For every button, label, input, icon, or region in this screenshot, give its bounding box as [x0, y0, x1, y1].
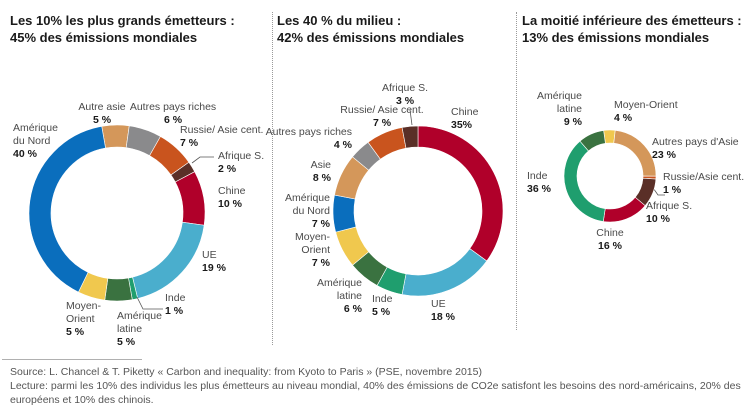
slice-value-ue: 18 % [431, 311, 456, 323]
slice-value-chine: 10 % [218, 198, 243, 210]
slice-label-ue: UE [431, 298, 446, 310]
panel-title-bottom50-line1: La moitié inférieure des émetteurs : [522, 13, 742, 28]
slice-label-afrique-s: Afrique S. [646, 200, 692, 212]
slice-value-moyen-orient: 4 % [614, 112, 633, 124]
footer-notes: Source: L. Chancel & T. Piketty « Carbon… [10, 365, 754, 407]
donut-slice-autres-pays-d-asie [613, 129, 657, 177]
donut-slice-inde [563, 140, 606, 222]
slice-label-afrique-s: Afrique S. [382, 82, 428, 94]
panel-title-top10: Les 10% les plus grands émetteurs : 45% … [10, 12, 235, 46]
donut-slice-amerique-latine [579, 130, 606, 152]
slice-value-autres-pays-riches: 6 % [164, 114, 183, 126]
slice-label-asie: Asie [311, 159, 332, 171]
slice-label-autres-pays-riches: Autres pays riches [266, 126, 352, 138]
donut-slice-chine [602, 196, 646, 223]
donut-slice-autre-asie [101, 124, 130, 149]
slice-value-russie-asie-cent: 7 % [180, 137, 199, 149]
slice-value-afrique-s: 2 % [218, 163, 237, 175]
slice-label-amerique-du-nord: Amérique [285, 192, 330, 204]
slice-label-moyen-orient: Moyen-Orient [614, 99, 678, 111]
slice-value-afrique-s: 3 % [396, 95, 415, 107]
donut-slice-ue [401, 248, 488, 297]
slice-label-inde: Inde [372, 293, 393, 305]
slice-label-chine: Chine [596, 227, 624, 239]
panel-title-bottom50-line2: 13% des émissions mondiales [522, 30, 710, 45]
slice-label-amerique-latine: Amérique [537, 90, 582, 102]
slice-label-amerique-du-nord: du Nord [293, 205, 331, 217]
slice-label-moyen-orient: Moyen- [295, 231, 331, 243]
slice-label-amerique-latine: latine [557, 103, 582, 115]
donut-slice-amerique-du-nord [332, 194, 357, 233]
slice-value-ue: 19 % [202, 262, 227, 274]
slice-value-amerique-latine: 5 % [117, 336, 136, 348]
slice-value-russie-asie-cent: 1 % [663, 184, 682, 196]
donut-slice-amerique-du-nord [28, 125, 106, 293]
slice-value-chine: 16 % [598, 240, 623, 252]
slice-label-autres-pays-d-asie: Autres pays d'Asie [652, 136, 739, 148]
slice-label-russie-asie-cent: Russie/ Asie cent. [180, 124, 263, 136]
slice-value-moyen-orient: 7 % [312, 257, 331, 269]
slice-label-moyen-orient: Moyen- [66, 300, 102, 312]
donut-slice-ue [132, 221, 205, 299]
slice-label-russie-asie-cent: Russie/Asie cent. [663, 171, 744, 183]
slice-value-autre-asie: 5 % [93, 114, 112, 126]
slice-label-moyen-orient: Orient [66, 313, 95, 325]
slice-value-amerique-du-nord: 40 % [13, 148, 38, 160]
slice-value-inde: 5 % [372, 306, 391, 318]
slice-label-autre-asie: Autre asie [78, 101, 125, 113]
reading-note-line2: européens et 10% des chinois. [10, 394, 154, 406]
slice-value-asie: 8 % [313, 172, 332, 184]
panel-title-middle40-line2: 42% des émissions mondiales [277, 30, 465, 45]
panel-title-top10-line1: Les 10% les plus grands émetteurs : [10, 13, 235, 28]
slice-label-moyen-orient: Orient [301, 244, 330, 256]
slice-label-amerique-latine: Amérique [117, 310, 162, 322]
donut-slice-afrique-s [401, 125, 419, 149]
donut-slice-amerique-latine [104, 277, 133, 302]
slice-label-russie-asie-cent: Russie/ Asie cent. [340, 104, 423, 116]
slice-label-inde: Inde [165, 292, 186, 304]
slice-label-amerique-latine: latine [337, 290, 362, 302]
donut-slice-chine [417, 125, 504, 262]
leader-line-afrique-s [191, 156, 214, 164]
slice-value-inde: 1 % [165, 305, 184, 317]
source-note: Source: L. Chancel & T. Piketty « Carbon… [10, 366, 482, 378]
slice-value-afrique-s: 10 % [646, 213, 671, 225]
panel-divider-1 [272, 12, 273, 345]
slice-label-afrique-s: Afrique S. [218, 150, 264, 162]
slice-label-amerique-du-nord: du Nord [13, 135, 51, 147]
donut-slice-chine [174, 171, 206, 226]
slice-value-amerique-du-nord: 7 % [312, 218, 331, 230]
slice-label-chine: Chine [218, 185, 246, 197]
reading-note-line1: Lecture: parmi les 10% des individus les… [10, 380, 741, 392]
slice-label-amerique-du-nord: Amérique [13, 122, 58, 134]
panel-title-top10-line2: 45% des émissions mondiales [10, 30, 198, 45]
slice-value-amerique-latine: 9 % [564, 116, 583, 128]
leader-line-inde [136, 296, 163, 310]
panel-divider-2 [516, 12, 517, 330]
slice-value-chine: 35% [451, 119, 473, 131]
slice-value-inde: 36 % [527, 183, 552, 195]
footer-rule [2, 359, 142, 360]
slice-value-autres-pays-d-asie: 23 % [652, 149, 677, 161]
panel-title-bottom50: La moitié inférieure des émetteurs : 13%… [522, 12, 742, 46]
slice-label-autres-pays-riches: Autres pays riches [130, 101, 216, 113]
slice-label-amerique-latine: Amérique [317, 277, 362, 289]
slice-label-amerique-latine: latine [117, 323, 142, 335]
slice-label-ue: UE [202, 249, 217, 261]
slice-value-autres-pays-riches: 4 % [334, 139, 353, 151]
slice-value-moyen-orient: 5 % [66, 326, 85, 338]
slice-label-chine: Chine [451, 106, 479, 118]
slice-value-russie-asie-cent: 7 % [373, 117, 392, 129]
slice-label-inde: Inde [527, 170, 548, 182]
panel-title-middle40-line1: Les 40 % du milieu : [277, 13, 402, 28]
panel-title-middle40: Les 40 % du milieu : 42% des émissions m… [277, 12, 464, 46]
slice-value-amerique-latine: 6 % [344, 303, 363, 315]
leader-line-afrique-s [409, 109, 413, 126]
